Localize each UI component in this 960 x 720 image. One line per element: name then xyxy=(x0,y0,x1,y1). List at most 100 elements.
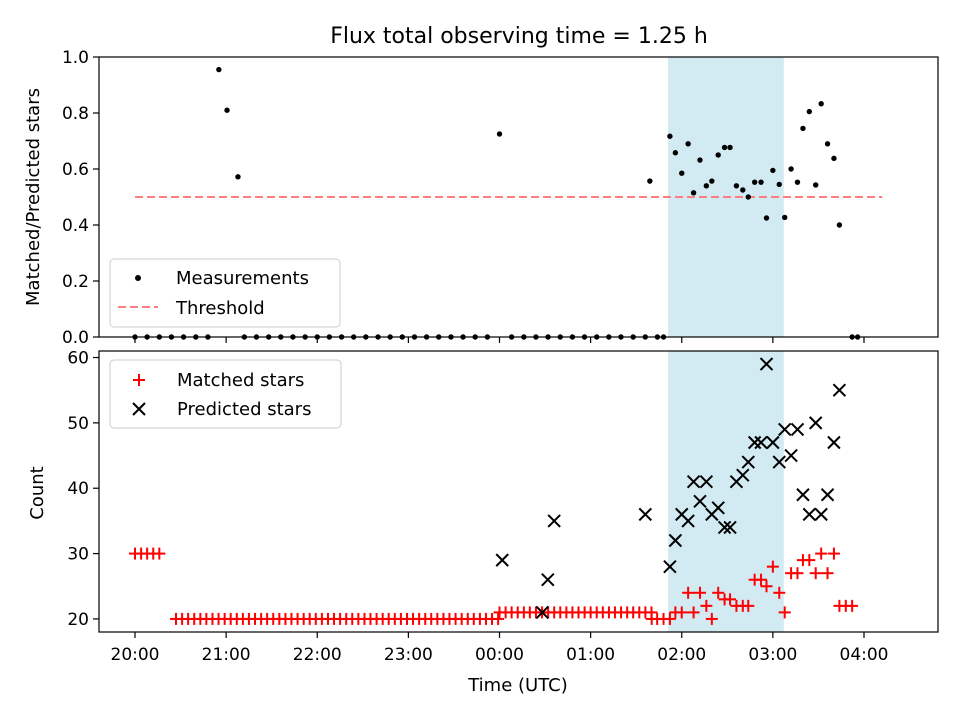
matched-star-point xyxy=(712,586,725,599)
measurement-point xyxy=(800,125,806,132)
bottom-y-tick-label: 60 xyxy=(67,349,89,369)
predicted-star-point xyxy=(535,605,550,620)
predicted-star-point xyxy=(759,357,774,371)
top-y-axis-label: Matched/Predicted stars xyxy=(23,88,44,306)
legend-measurements-marker xyxy=(135,275,141,281)
top-y-tick-label: 0.8 xyxy=(62,104,89,124)
predicted-star-point xyxy=(736,468,750,482)
measurement-point xyxy=(776,181,782,188)
matched-star-point xyxy=(682,586,695,599)
x-tick-label: 03:00 xyxy=(748,645,797,665)
predicted-star-point xyxy=(699,474,714,489)
bottom-y-tick-label: 50 xyxy=(67,414,89,434)
matched-star-point xyxy=(675,606,688,619)
predicted-star-point xyxy=(832,383,847,397)
legend-matched-marker xyxy=(133,374,145,386)
matched-star-point xyxy=(724,593,737,606)
measurement-point xyxy=(721,144,728,151)
top-y-tick-label: 1.0 xyxy=(62,48,89,68)
predicted-star-point xyxy=(693,494,707,509)
matched-star-point xyxy=(809,567,822,580)
predicted-star-point xyxy=(808,416,823,430)
measurement-point xyxy=(216,66,222,73)
predicted-star-point xyxy=(796,488,810,502)
x-tick-label: 22:00 xyxy=(293,645,342,665)
measurement-point xyxy=(727,144,733,151)
top-legend-box xyxy=(109,258,341,328)
predicted-star-point xyxy=(778,422,792,437)
predicted-star-point xyxy=(741,455,755,469)
bottom-shaded-region xyxy=(668,351,784,632)
measurement-point xyxy=(745,194,751,200)
measurement-point xyxy=(788,166,794,172)
predicted-star-point xyxy=(802,507,817,522)
legend-measurements-label: Measurements xyxy=(176,268,309,289)
measurement-point xyxy=(733,183,740,189)
measurement-point xyxy=(703,183,710,189)
measurement-point xyxy=(813,182,819,188)
measurement-point xyxy=(709,178,715,184)
x-axis-label: Time (UTC) xyxy=(467,675,568,696)
measurement-point xyxy=(740,187,746,193)
matched-star-point xyxy=(153,547,166,560)
top-axes-frame xyxy=(98,56,939,338)
predicted-star-point xyxy=(541,573,555,587)
measurement-point xyxy=(224,107,230,113)
legend-matched-label: Matched stars xyxy=(177,370,304,391)
measurement-point xyxy=(824,141,831,147)
bottom-axes-frame xyxy=(98,350,939,633)
predicted-star-point xyxy=(723,520,737,535)
measurement-point xyxy=(806,108,813,115)
matched-star-point xyxy=(827,547,840,560)
matched-star-point xyxy=(803,554,816,567)
chart-title: Flux total observing time = 1.25 h xyxy=(330,24,708,49)
x-tick-label: 20:00 xyxy=(111,645,160,665)
measurement-point xyxy=(758,179,764,185)
bottom-legend-box xyxy=(109,359,342,429)
predicted-star-point xyxy=(820,488,835,502)
matched-star-point xyxy=(766,560,779,573)
measurement-point xyxy=(690,190,697,196)
bottom-y-axis-label: Count xyxy=(27,466,48,519)
predicted-star-point xyxy=(754,435,768,450)
x-tick-label: 01:00 xyxy=(566,645,615,665)
bottom-y-tick-label: 20 xyxy=(67,610,89,630)
legend-predicted-label: Predicted stars xyxy=(177,399,311,420)
measurement-point xyxy=(831,155,837,162)
matched-star-point xyxy=(663,612,676,625)
predicted-star-point xyxy=(766,435,780,450)
measurement-point xyxy=(715,152,721,158)
predicted-star-point xyxy=(772,455,786,469)
matched-star-point xyxy=(778,606,791,619)
matched-star-point xyxy=(815,547,828,560)
predicted-star-point xyxy=(681,514,695,528)
measurement-point xyxy=(235,174,241,180)
predicted-star-point xyxy=(747,435,762,450)
matched-star-point xyxy=(760,580,773,593)
matched-star-point xyxy=(705,612,718,625)
legend-predicted-marker xyxy=(132,402,146,416)
predicted-star-point xyxy=(827,435,841,450)
measurement-point xyxy=(672,150,679,156)
measurement-point xyxy=(697,157,703,163)
predicted-star-point xyxy=(686,474,701,489)
predicted-star-point xyxy=(784,448,798,463)
measurement-point xyxy=(770,167,776,174)
bottom-panel: 20 30 40 50 60 20:00 21:00 22:00 23:00 00:00 01:0… xyxy=(27,349,939,696)
predicted-star-point xyxy=(663,559,677,574)
measurement-point xyxy=(751,179,758,185)
top-y-tick-label: 0.0 xyxy=(62,328,89,348)
top-y-tick-label: 0.4 xyxy=(62,216,89,236)
measurement-point xyxy=(782,214,788,221)
matched-star-point xyxy=(821,567,834,580)
measurement-point xyxy=(836,222,843,228)
predicted-star-point xyxy=(668,533,683,548)
x-tick-label: 04:00 xyxy=(840,645,889,665)
predicted-star-point xyxy=(547,514,561,528)
bottom-y-tick-label: 40 xyxy=(67,479,89,499)
predicted-star-point xyxy=(495,553,509,567)
x-tick-label: 00:00 xyxy=(475,645,524,665)
matched-star-point xyxy=(700,599,713,612)
measurement-point xyxy=(763,215,770,221)
